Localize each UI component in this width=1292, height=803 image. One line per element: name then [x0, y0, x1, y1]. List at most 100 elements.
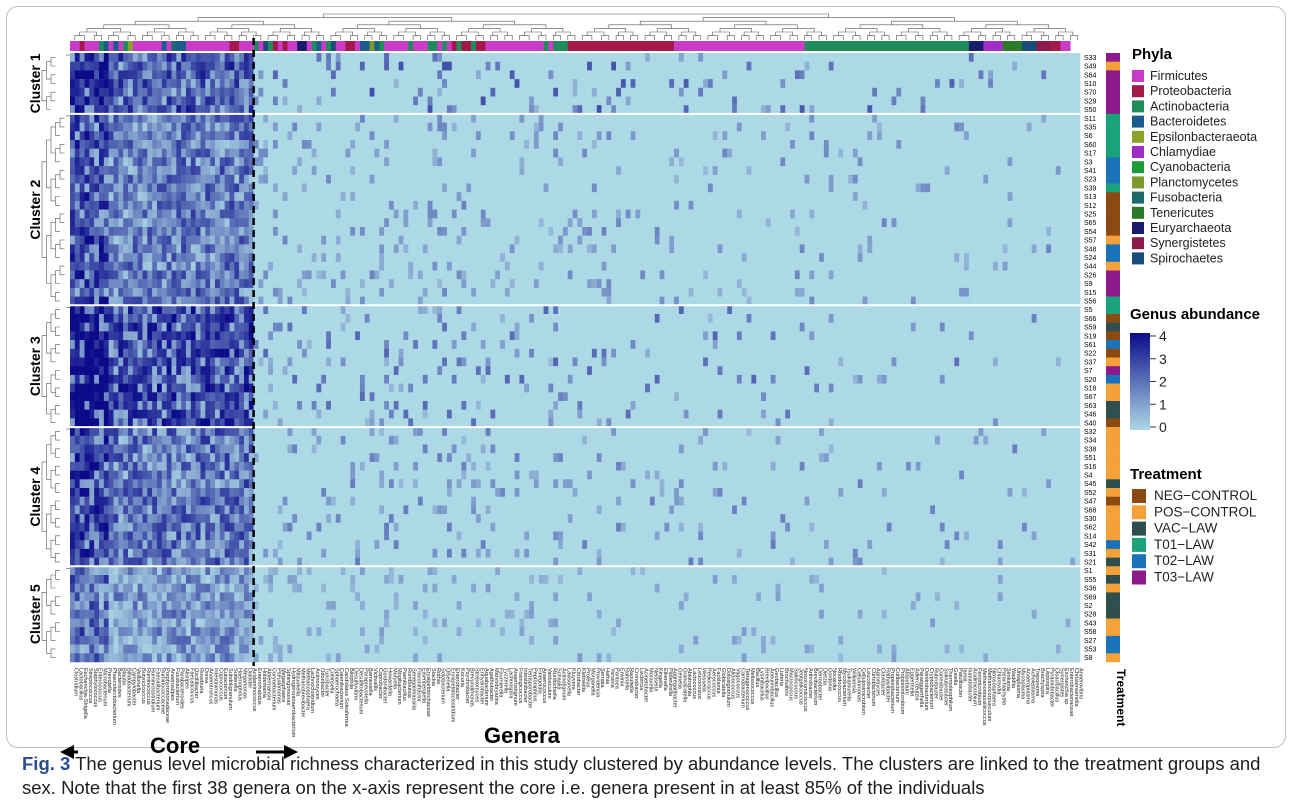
heatmap-cell [833, 209, 839, 219]
dendrogram-branch [531, 28, 564, 32]
heatmap-cell [717, 61, 723, 71]
heatmap-cell [596, 70, 602, 80]
heatmap-cell [939, 235, 945, 245]
heatmap-cell [707, 192, 713, 202]
heatmap-cell [654, 200, 660, 210]
heatmap-cell [282, 87, 288, 97]
heatmap-cell [335, 105, 341, 115]
dendrogram-branch [388, 20, 515, 25]
heatmap-cell [1026, 227, 1032, 236]
heatmap-cell [993, 113, 999, 123]
heatmap-cell [306, 122, 312, 132]
heatmap-cell [819, 105, 825, 115]
heatmap-cell [872, 174, 878, 184]
heatmap-cell [669, 200, 675, 210]
heatmap-cell [577, 148, 583, 158]
heatmap-cell [804, 96, 810, 106]
heatmap-cell [877, 227, 883, 236]
dendrogram-branch [323, 13, 829, 18]
heatmap-cell [877, 105, 883, 115]
heatmap-cell [166, 140, 172, 149]
phylum-cell [442, 41, 448, 51]
heatmap-cell [756, 166, 762, 176]
heatmap-cell [355, 79, 361, 89]
heatmap-cell [504, 218, 511, 228]
heatmap-cell [654, 79, 660, 89]
heatmap-cell [533, 61, 539, 71]
phylum-cell [968, 41, 974, 51]
heatmap-cell [490, 70, 496, 80]
heatmap-cell [920, 70, 926, 80]
heatmap-cell [635, 166, 641, 176]
dendrogram-branch [681, 31, 697, 36]
heatmap-cell [495, 183, 501, 193]
heatmap-cell [205, 70, 211, 80]
heatmap-cell [886, 192, 892, 202]
phylum-cell [896, 41, 902, 51]
heatmap-cell [572, 235, 578, 245]
heatmap-cell [954, 96, 960, 106]
heatmap-cell [707, 70, 713, 80]
heatmap-cell [596, 235, 602, 245]
heatmap-cell [1041, 140, 1047, 149]
heatmap-cell [229, 200, 235, 210]
heatmap-cell [147, 174, 153, 184]
heatmap-cell [1051, 79, 1057, 89]
heatmap-cell [591, 53, 597, 62]
heatmap-cell [765, 157, 771, 167]
dendrogram-branch [932, 31, 948, 36]
heatmap-cell [601, 53, 607, 62]
heatmap-cell [949, 79, 955, 89]
heatmap-cell [132, 96, 138, 106]
heatmap-cell [504, 53, 511, 62]
heatmap-cell [79, 122, 85, 132]
heatmap-cell [214, 148, 221, 158]
heatmap-cell [1036, 227, 1042, 236]
heatmap-cell [645, 131, 651, 141]
heatmap-cell [533, 113, 539, 123]
heatmap-cell [185, 227, 192, 236]
heatmap-cell [538, 157, 544, 167]
heatmap-cell [543, 192, 549, 202]
heatmap-cell [823, 200, 829, 210]
heatmap-cell [456, 148, 462, 158]
heatmap-cell [292, 53, 298, 62]
heatmap-cell [495, 157, 501, 167]
heatmap-cell [176, 131, 182, 141]
heatmap-cell [519, 227, 525, 236]
dendrogram-branch [519, 35, 530, 40]
heatmap-cell [819, 53, 825, 62]
heatmap-cell [374, 148, 380, 158]
heatmap-cell [833, 53, 839, 62]
heatmap-cell [930, 96, 936, 106]
dendrogram-branch [891, 20, 1018, 25]
heatmap-cell [625, 70, 631, 80]
heatmap-cell [403, 218, 409, 228]
heatmap-cell [480, 140, 486, 149]
heatmap-cell [674, 218, 680, 228]
heatmap-cell [74, 122, 80, 132]
heatmap-cell [1031, 209, 1037, 219]
dendrogram-branch [656, 28, 689, 32]
heatmap-cell [137, 105, 143, 115]
heatmap-cell [379, 183, 385, 193]
heatmap-cell [113, 157, 119, 167]
heatmap-cell [954, 183, 960, 193]
heatmap-cell [775, 218, 781, 228]
heatmap-cell [790, 192, 796, 202]
phylum-cell [809, 41, 815, 51]
heatmap-cell [181, 53, 187, 62]
heatmap-cell [485, 166, 491, 176]
heatmap-cell [548, 148, 554, 158]
heatmap-cell [490, 227, 496, 236]
heatmap-cell [703, 131, 709, 141]
dendrogram-branch [217, 28, 250, 32]
phylum-cell [456, 41, 462, 51]
heatmap-cell [350, 105, 356, 115]
heatmap-cell [1036, 87, 1042, 97]
phylum-cell [99, 41, 105, 51]
phylum-cell [1017, 41, 1023, 51]
phylum-cell [398, 41, 404, 51]
heatmap-cell [292, 122, 298, 132]
heatmap-cell [625, 113, 631, 123]
